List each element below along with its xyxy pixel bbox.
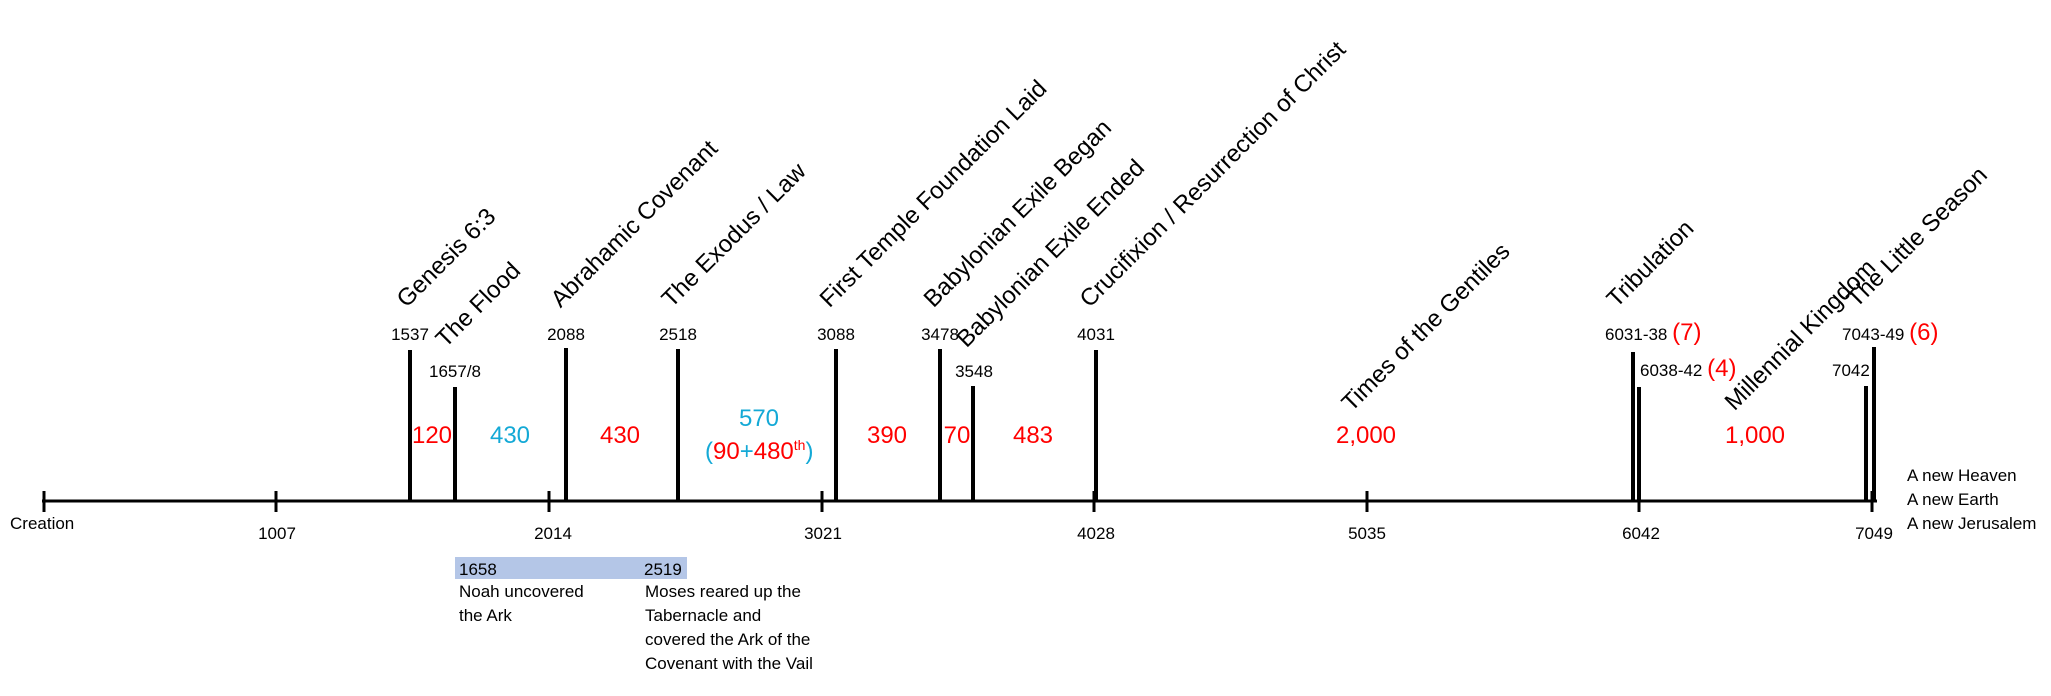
year-tribulation: 6031-38 (7) (1605, 321, 1701, 345)
note-noah: Noah uncovered the Ark (459, 582, 584, 625)
span-390: 390 (866, 422, 908, 449)
span-570-b: 480 (753, 438, 794, 465)
span-70: 70 (943, 422, 971, 449)
span-570-sup: th (793, 437, 806, 453)
span-570-a: 90 (713, 438, 740, 465)
tick-label-1007: 1007 (258, 524, 296, 543)
year-crucifixion: 4031 (1077, 325, 1115, 344)
tick-label-7049: 7049 (1855, 524, 1893, 543)
tick-label-5035: 5035 (1348, 524, 1386, 543)
span-2000: 2,000 (1335, 422, 1397, 449)
span-570-close: ) (805, 438, 814, 465)
year-tribulation2: 6038-42 (4) (1640, 357, 1736, 381)
span-120: 120 (411, 422, 453, 449)
band-year-2519: 2519 (644, 560, 682, 579)
year-temple: 3088 (817, 325, 855, 344)
year-tribulation-range: 6031-38 (1605, 325, 1668, 344)
note-moses: Moses reared up the Tabernacle and cover… (645, 582, 813, 673)
span-430-blue: 430 (489, 422, 531, 449)
span-570-breakdown: (90+480th) (705, 438, 813, 464)
year-tribulation2-range: 6038-42 (1640, 361, 1703, 380)
tick-label-2014: 2014 (534, 524, 572, 543)
year-genesis: 1537 (391, 325, 429, 344)
final-new-heaven: A new Heaven (1907, 466, 2017, 485)
year-little-season: 7043-49 (6) (1842, 321, 1938, 345)
year-abrahamic: 2088 (547, 325, 585, 344)
year-millennium-end: 7042 (1832, 361, 1870, 380)
year-exodus: 2518 (659, 325, 697, 344)
span-570: 570 (738, 405, 780, 432)
tick-label-6042: 6042 (1622, 524, 1660, 543)
highlight-band: 1658 2519 (455, 557, 687, 579)
axis-origin-label: Creation (10, 514, 75, 533)
span-1000: 1,000 (1724, 422, 1786, 449)
year-tribulation2-count: (4) (1707, 355, 1737, 382)
tick-label-3021: 3021 (804, 524, 842, 543)
final-new-jerusalem: A new Jerusalem (1907, 514, 2037, 533)
span-430-red: 430 (599, 422, 641, 449)
year-flood: 1657/8 (429, 362, 481, 381)
span-570-open: ( (705, 438, 713, 465)
year-tribulation-count: (7) (1672, 319, 1702, 346)
final-new-earth: A new Earth (1907, 490, 1999, 509)
year-exile-ended: 3548 (955, 362, 993, 381)
span-483: 483 (1012, 422, 1054, 449)
year-little-season-range: 7043-49 (1842, 325, 1905, 344)
year-little-season-count: (6) (1909, 319, 1939, 346)
year-exile-began: 3478 (921, 325, 959, 344)
span-570-plus: + (739, 438, 754, 465)
band-year-1658: 1658 (459, 560, 497, 579)
tick-label-4028: 4028 (1077, 524, 1115, 543)
